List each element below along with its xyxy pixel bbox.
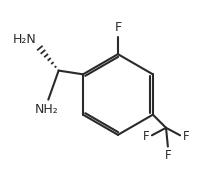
- Text: F: F: [165, 149, 171, 162]
- Text: F: F: [183, 130, 190, 143]
- Text: F: F: [114, 22, 122, 34]
- Text: NH₂: NH₂: [34, 103, 58, 116]
- Text: H₂N: H₂N: [12, 33, 36, 46]
- Text: F: F: [143, 130, 149, 143]
